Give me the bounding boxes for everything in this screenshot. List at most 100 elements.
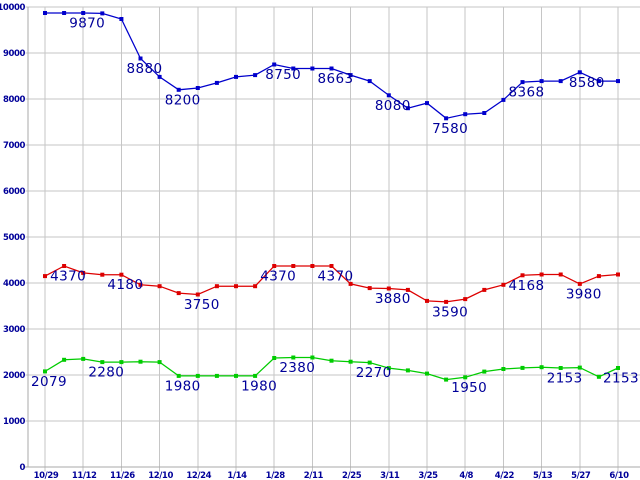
data-point (501, 367, 506, 371)
x-tick-label: 4/8 (459, 471, 473, 480)
data-point (253, 373, 258, 378)
data-point (43, 369, 47, 374)
data-point (520, 273, 525, 278)
point-value-label: 8200 (165, 92, 201, 108)
data-point (100, 11, 105, 16)
series-red-value-labels: 4370 4180 3750 4370 4370 3880 3590 4168 3980 (50, 269, 602, 321)
data-point (62, 264, 67, 268)
data-point (119, 360, 124, 365)
data-point (367, 360, 372, 365)
point-value-label: 4370 (260, 269, 296, 285)
point-value-label: 2079 (31, 374, 67, 390)
data-point (272, 62, 277, 67)
point-value-label: 2153 (603, 371, 639, 387)
data-point (616, 272, 620, 277)
data-point (195, 292, 200, 297)
data-point (272, 356, 277, 360)
data-point (272, 264, 277, 268)
data-point (157, 284, 162, 289)
data-point (558, 366, 563, 370)
data-point (386, 286, 391, 291)
x-tick-labels: 10/29 11/12 11/26 12/10 12/24 1/14 1/28 2/11 2/2… (34, 471, 630, 480)
point-value-label: 4168 (509, 278, 545, 294)
x-tick-label: 3/11 (380, 471, 400, 480)
data-point (81, 11, 86, 15)
data-point (176, 373, 181, 378)
y-tick-label: 0 (19, 463, 25, 473)
y-tick-label: 6000 (3, 187, 26, 197)
point-value-label: 4370 (318, 269, 354, 285)
data-point (329, 358, 334, 363)
data-point (367, 79, 372, 84)
point-value-label: 3590 (432, 304, 468, 320)
data-point (577, 365, 582, 370)
data-point (329, 264, 334, 268)
y-tick-labels: 0 1000 2000 3000 4000 5000 6000 7000 8000 9000 100… (0, 3, 26, 473)
data-point (157, 74, 162, 79)
data-point (253, 284, 258, 289)
x-tick-label: 2/25 (342, 471, 362, 480)
data-point (81, 356, 86, 361)
data-point (482, 111, 487, 115)
data-point (195, 86, 200, 90)
data-point (596, 274, 601, 279)
x-tick-label: 10/29 (34, 471, 59, 480)
point-value-label: 2380 (279, 360, 315, 376)
point-value-label: 1950 (451, 380, 487, 396)
data-point (100, 272, 105, 277)
point-value-label: 1980 (165, 378, 201, 394)
x-tick-label: 2/11 (304, 471, 324, 480)
data-point (596, 374, 601, 379)
data-point (482, 369, 487, 374)
data-point (501, 97, 506, 102)
data-point (405, 287, 410, 292)
x-tick-label: 1/14 (227, 471, 247, 480)
data-point (100, 360, 105, 365)
data-point (539, 365, 544, 370)
data-point (43, 274, 47, 279)
point-value-label: 3750 (184, 297, 220, 313)
data-point (596, 79, 601, 84)
point-value-label: 4180 (107, 277, 143, 293)
point-value-label: 8080 (375, 98, 411, 114)
series-green-markers (43, 355, 620, 382)
x-tick-label: 6/10 (609, 471, 629, 480)
data-point (138, 359, 143, 364)
point-value-label: 2280 (88, 365, 124, 381)
data-point (348, 73, 353, 78)
data-point (310, 66, 315, 71)
data-point (367, 286, 372, 291)
point-value-label: 8750 (265, 67, 301, 83)
data-point (425, 101, 429, 106)
series-red-markers (43, 264, 620, 304)
x-tick-label: 11/26 (110, 471, 135, 480)
data-point (577, 281, 582, 286)
data-point (539, 79, 544, 84)
y-tick-label: 8000 (3, 95, 26, 105)
point-value-label: 2270 (356, 365, 392, 381)
x-tick-label: 4/22 (495, 471, 515, 480)
x-tick-label: 12/10 (148, 471, 173, 480)
y-tick-label: 7000 (3, 141, 26, 151)
data-point (176, 291, 181, 296)
data-point (214, 284, 219, 289)
x-tick-label: 1/28 (266, 471, 286, 480)
y-tick-label: 2000 (3, 371, 26, 381)
data-point (43, 11, 47, 15)
data-point (444, 116, 449, 121)
data-point (405, 106, 410, 111)
data-point (81, 270, 86, 275)
point-value-label: 3980 (566, 286, 602, 302)
data-point (386, 93, 391, 98)
point-value-label: 8880 (127, 61, 163, 77)
y-tick-label: 1000 (3, 417, 26, 427)
data-point (444, 299, 449, 304)
data-point (501, 282, 506, 287)
x-gridlines (44, 7, 619, 472)
data-point (62, 11, 67, 15)
